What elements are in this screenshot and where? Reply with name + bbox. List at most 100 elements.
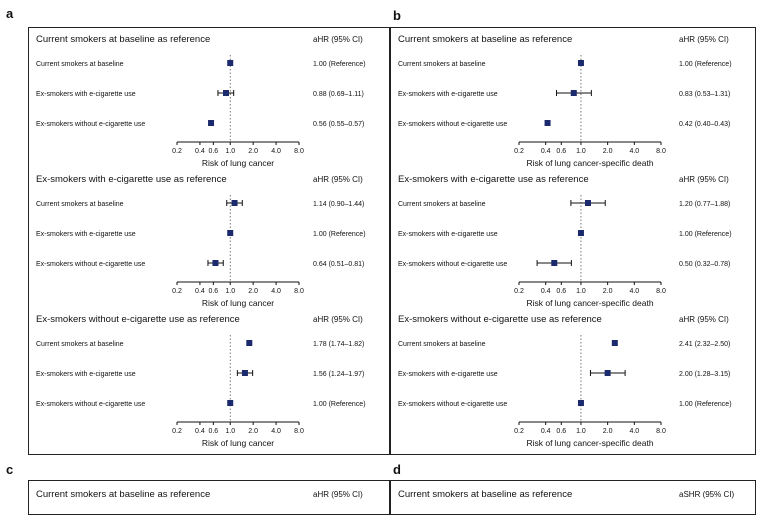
panel-d: Current smokers at baseline as reference…	[390, 480, 756, 515]
row-value: 2.41 (2.32–2.50)	[679, 341, 730, 348]
panel-letter-c: c	[6, 462, 14, 477]
x-tick-label: 4.0	[629, 288, 639, 295]
x-tick-label: 0.2	[172, 428, 182, 435]
x-tick-label: 1.0	[225, 148, 235, 155]
row-value: 1.00 (Reference)	[313, 401, 366, 408]
row-label: Ex-smokers without e-cigarette use	[36, 401, 145, 408]
estimate-marker	[227, 230, 234, 236]
row-value: 0.56 (0.55–0.57)	[313, 121, 364, 128]
section-title: Current smokers at baseline as reference	[398, 489, 572, 500]
x-tick-label: 0.6	[556, 288, 566, 295]
value-header: aHR (95% CI)	[313, 35, 363, 44]
estimate-marker	[611, 340, 618, 346]
estimate-marker	[208, 120, 215, 126]
value-header: aHR (95% CI)	[313, 315, 363, 324]
row-label: Ex-smokers without e-cigarette use	[36, 261, 145, 268]
x-tick-label: 2.0	[248, 428, 258, 435]
x-tick-label: 0.2	[514, 428, 524, 435]
estimate-marker	[227, 60, 234, 66]
estimate-marker	[577, 60, 584, 66]
section-title: Ex-smokers without e-cigarette use as re…	[398, 314, 602, 325]
panel-letter-a: a	[6, 6, 14, 21]
row-label: Ex-smokers with e-cigarette use	[36, 91, 136, 98]
x-tick-label: 0.6	[208, 288, 218, 295]
x-tick-label: 8.0	[294, 428, 304, 435]
estimate-marker	[231, 200, 238, 206]
x-tick-label: 0.6	[556, 428, 566, 435]
value-header: aSHR (95% CI)	[679, 490, 734, 499]
estimate-marker	[551, 260, 558, 266]
x-axis-label: Risk of lung cancer-specific death	[526, 298, 653, 308]
x-tick-label: 1.0	[576, 288, 586, 295]
x-tick-label: 8.0	[656, 148, 666, 155]
x-tick-label: 0.6	[208, 148, 218, 155]
row-value: 1.20 (0.77–1.88)	[679, 201, 730, 208]
section-title: Ex-smokers without e-cigarette use as re…	[36, 314, 240, 325]
x-tick-label: 0.2	[172, 148, 182, 155]
x-tick-label: 0.4	[541, 428, 551, 435]
estimate-marker	[241, 370, 248, 376]
x-tick-label: 0.2	[172, 288, 182, 295]
x-tick-label: 8.0	[294, 288, 304, 295]
row-value: 1.00 (Reference)	[679, 231, 732, 238]
row-label: Current smokers at baseline	[398, 201, 486, 208]
x-tick-label: 0.6	[556, 148, 566, 155]
estimate-marker	[577, 400, 584, 406]
forest-section-1: Current smokers at baseline as reference…	[36, 34, 366, 168]
x-tick-label: 4.0	[629, 148, 639, 155]
value-header: aHR (95% CI)	[313, 175, 363, 184]
row-value: 0.64 (0.51–0.81)	[313, 261, 364, 268]
value-header: aHR (95% CI)	[679, 175, 729, 184]
row-value: 1.00 (Reference)	[679, 401, 732, 408]
forest-plot-d: Current smokers at baseline as reference…	[398, 489, 734, 500]
panel-c: Current smokers at baseline as reference…	[28, 480, 390, 515]
section-title: Ex-smokers with e-cigarette use as refer…	[398, 174, 589, 185]
x-tick-label: 0.4	[541, 148, 551, 155]
x-axis-label: Risk of lung cancer	[202, 158, 274, 168]
row-label: Current smokers at baseline	[36, 61, 124, 68]
x-tick-label: 2.0	[603, 288, 613, 295]
x-tick-label: 0.4	[195, 148, 205, 155]
estimate-marker	[577, 230, 584, 236]
x-tick-label: 1.0	[225, 288, 235, 295]
forest-section-2: Ex-smokers with e-cigarette use as refer…	[398, 174, 732, 308]
x-tick-label: 0.4	[195, 288, 205, 295]
row-label: Ex-smokers without e-cigarette use	[398, 261, 507, 268]
row-value: 1.14 (0.90–1.44)	[313, 201, 364, 208]
forest-section-3: Ex-smokers without e-cigarette use as re…	[398, 314, 732, 448]
row-label: Ex-smokers with e-cigarette use	[398, 231, 498, 238]
estimate-marker	[227, 400, 234, 406]
forest-section-1: Current smokers at baseline as reference…	[398, 34, 732, 168]
panel-a: Current smokers at baseline as reference…	[28, 27, 390, 455]
forest-plot-a: Current smokers at baseline as reference…	[36, 34, 366, 448]
x-axis-label: Risk of lung cancer	[202, 438, 274, 448]
x-tick-label: 8.0	[656, 428, 666, 435]
row-label: Ex-smokers with e-cigarette use	[36, 231, 136, 238]
panel-letter-b: b	[393, 8, 401, 23]
row-label: Current smokers at baseline	[36, 341, 124, 348]
forest-section-2: Ex-smokers with e-cigarette use as refer…	[36, 174, 366, 308]
x-tick-label: 1.0	[225, 428, 235, 435]
row-value: 1.56 (1.24–1.97)	[313, 371, 364, 378]
row-label: Ex-smokers without e-cigarette use	[398, 121, 507, 128]
x-tick-label: 4.0	[271, 148, 281, 155]
x-tick-label: 4.0	[629, 428, 639, 435]
row-label: Ex-smokers without e-cigarette use	[36, 121, 145, 128]
x-axis-label: Risk of lung cancer	[202, 298, 274, 308]
x-tick-label: 0.6	[208, 428, 218, 435]
x-tick-label: 2.0	[248, 288, 258, 295]
forest-plot-c: Current smokers at baseline as reference…	[36, 489, 363, 500]
value-header: aHR (95% CI)	[313, 490, 363, 499]
x-axis-label: Risk of lung cancer-specific death	[526, 438, 653, 448]
x-tick-label: 1.0	[576, 148, 586, 155]
estimate-marker	[584, 200, 591, 206]
x-tick-label: 0.4	[541, 288, 551, 295]
row-label: Current smokers at baseline	[398, 341, 486, 348]
row-value: 1.00 (Reference)	[313, 61, 366, 68]
value-header: aHR (95% CI)	[679, 315, 729, 324]
x-tick-label: 2.0	[248, 148, 258, 155]
value-header: aHR (95% CI)	[679, 35, 729, 44]
estimate-marker	[604, 370, 611, 376]
row-value: 1.00 (Reference)	[313, 231, 366, 238]
row-value: 0.42 (0.40–0.43)	[679, 121, 730, 128]
